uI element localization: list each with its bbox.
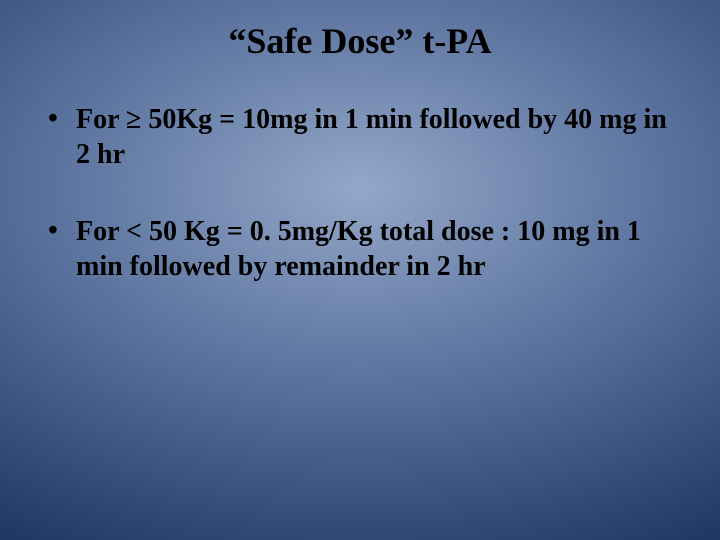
slide-title: “Safe Dose” t-PA: [40, 20, 680, 62]
bullet-list: For ≥ 50Kg = 10mg in 1 min followed by 4…: [40, 102, 680, 284]
bullet-text: For < 50 Kg = 0. 5mg/Kg total dose : 10 …: [76, 216, 641, 282]
bullet-item: For ≥ 50Kg = 10mg in 1 min followed by 4…: [40, 102, 680, 172]
slide-container: “Safe Dose” t-PA For ≥ 50Kg = 10mg in 1 …: [0, 0, 720, 540]
bullet-item: For < 50 Kg = 0. 5mg/Kg total dose : 10 …: [40, 214, 680, 284]
bullet-text: For ≥ 50Kg = 10mg in 1 min followed by 4…: [76, 104, 667, 170]
